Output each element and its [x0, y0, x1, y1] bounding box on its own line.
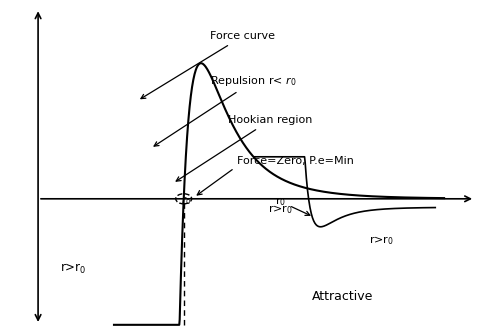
- Text: Hookian region: Hookian region: [176, 115, 312, 181]
- Text: r$_0$: r$_0$: [275, 195, 310, 215]
- Text: Repulsion r< $r_0$: Repulsion r< $r_0$: [154, 74, 297, 146]
- Text: r>r$_0$: r>r$_0$: [268, 204, 293, 216]
- Text: Force curve: Force curve: [141, 31, 275, 98]
- Text: Force=Zero, P.e=Min: Force=Zero, P.e=Min: [237, 156, 354, 166]
- Text: r>r$_0$: r>r$_0$: [369, 235, 394, 247]
- Text: r>r$_0$: r>r$_0$: [60, 262, 86, 276]
- Text: $r_0$: $r_0$: [181, 195, 191, 207]
- Text: Attractive: Attractive: [312, 290, 373, 303]
